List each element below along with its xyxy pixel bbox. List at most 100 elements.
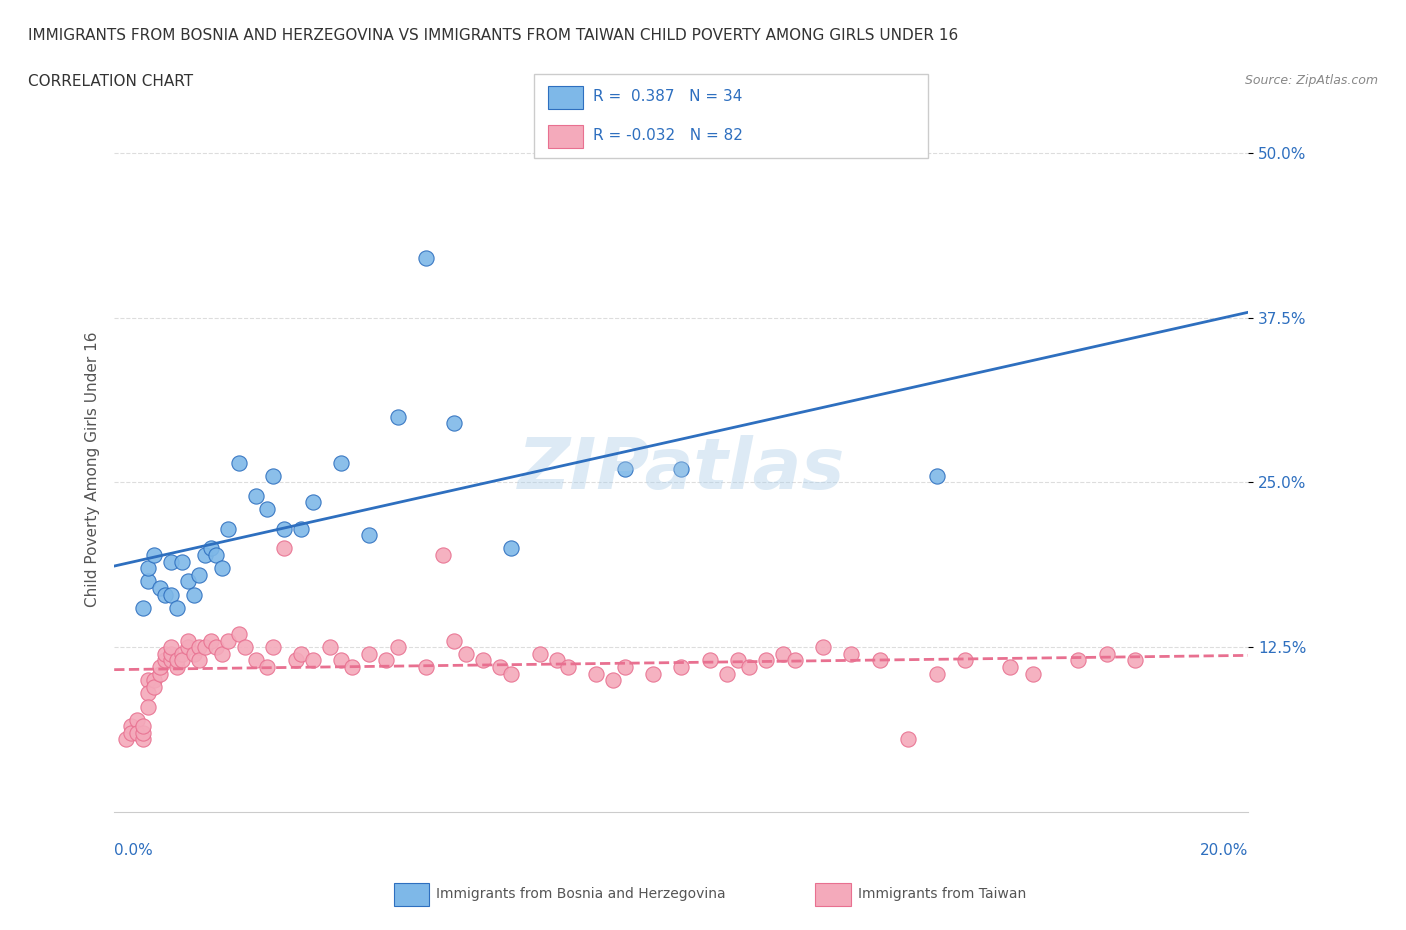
Point	[166, 653, 188, 668]
Point	[160, 646, 183, 661]
Point	[811, 640, 834, 655]
Point	[488, 659, 510, 674]
Point	[869, 653, 891, 668]
Point	[330, 653, 353, 668]
Point	[188, 653, 211, 668]
Point	[256, 501, 278, 516]
Point	[671, 462, 693, 477]
Point	[602, 672, 624, 687]
Point	[136, 574, 159, 589]
Text: CORRELATION CHART: CORRELATION CHART	[28, 74, 193, 89]
Point	[432, 548, 454, 563]
Text: R = -0.032   N = 82: R = -0.032 N = 82	[593, 128, 744, 143]
Point	[273, 541, 295, 556]
Point	[443, 633, 465, 648]
Point	[301, 495, 323, 510]
Point	[443, 416, 465, 431]
Point	[155, 646, 177, 661]
Point	[177, 633, 200, 648]
Point	[738, 659, 761, 674]
Point	[205, 640, 228, 655]
Point	[125, 712, 148, 727]
Point	[148, 580, 170, 595]
Point	[755, 653, 778, 668]
Point	[387, 409, 409, 424]
Point	[699, 653, 721, 668]
Y-axis label: Child Poverty Among Girls Under 16: Child Poverty Among Girls Under 16	[86, 331, 100, 607]
Point	[290, 521, 312, 536]
Point	[501, 541, 523, 556]
Point	[200, 633, 222, 648]
Point	[217, 633, 239, 648]
Point	[290, 646, 312, 661]
Point	[953, 653, 976, 668]
Point	[177, 640, 200, 655]
Point	[136, 561, 159, 576]
Point	[375, 653, 398, 668]
Point	[194, 548, 217, 563]
Point	[228, 456, 250, 471]
Point	[148, 666, 170, 681]
Point	[613, 659, 636, 674]
Point	[501, 666, 523, 681]
Point	[172, 554, 194, 569]
Point	[183, 646, 205, 661]
Point	[211, 646, 233, 661]
Point	[613, 462, 636, 477]
Point	[897, 732, 920, 747]
Point	[142, 672, 165, 687]
Point	[172, 653, 194, 668]
Point	[136, 686, 159, 701]
Point	[172, 646, 194, 661]
Point	[166, 600, 188, 615]
Point	[529, 646, 551, 661]
Point	[783, 653, 806, 668]
Point	[585, 666, 607, 681]
Point	[641, 666, 664, 681]
Point	[217, 521, 239, 536]
Point	[142, 548, 165, 563]
Point	[200, 541, 222, 556]
Point	[245, 653, 267, 668]
Point	[925, 469, 948, 484]
Point	[671, 659, 693, 674]
Point	[183, 587, 205, 602]
Point	[262, 640, 284, 655]
Point	[166, 659, 188, 674]
Point	[1095, 646, 1118, 661]
Point	[1022, 666, 1045, 681]
Point	[136, 699, 159, 714]
Point	[188, 640, 211, 655]
Point	[205, 548, 228, 563]
Point	[125, 725, 148, 740]
Point	[359, 527, 381, 542]
Point	[546, 653, 568, 668]
Point	[273, 521, 295, 536]
Point	[194, 640, 217, 655]
Point	[359, 646, 381, 661]
Point	[284, 653, 307, 668]
Point	[131, 725, 153, 740]
Point	[772, 646, 794, 661]
Point	[925, 666, 948, 681]
Point	[245, 488, 267, 503]
Point	[716, 666, 738, 681]
Point	[160, 554, 183, 569]
Point	[387, 640, 409, 655]
Text: Source: ZipAtlas.com: Source: ZipAtlas.com	[1244, 74, 1378, 87]
Point	[415, 251, 437, 266]
Point	[471, 653, 494, 668]
Point	[557, 659, 579, 674]
Text: IMMIGRANTS FROM BOSNIA AND HERZEGOVINA VS IMMIGRANTS FROM TAIWAN CHILD POVERTY A: IMMIGRANTS FROM BOSNIA AND HERZEGOVINA V…	[28, 28, 959, 43]
Point	[155, 653, 177, 668]
Point	[256, 659, 278, 674]
Point	[160, 587, 183, 602]
Point	[148, 659, 170, 674]
Point	[160, 640, 183, 655]
Point	[727, 653, 749, 668]
Point	[155, 587, 177, 602]
Point	[301, 653, 323, 668]
Point	[1067, 653, 1090, 668]
Point	[330, 456, 353, 471]
Point	[262, 469, 284, 484]
